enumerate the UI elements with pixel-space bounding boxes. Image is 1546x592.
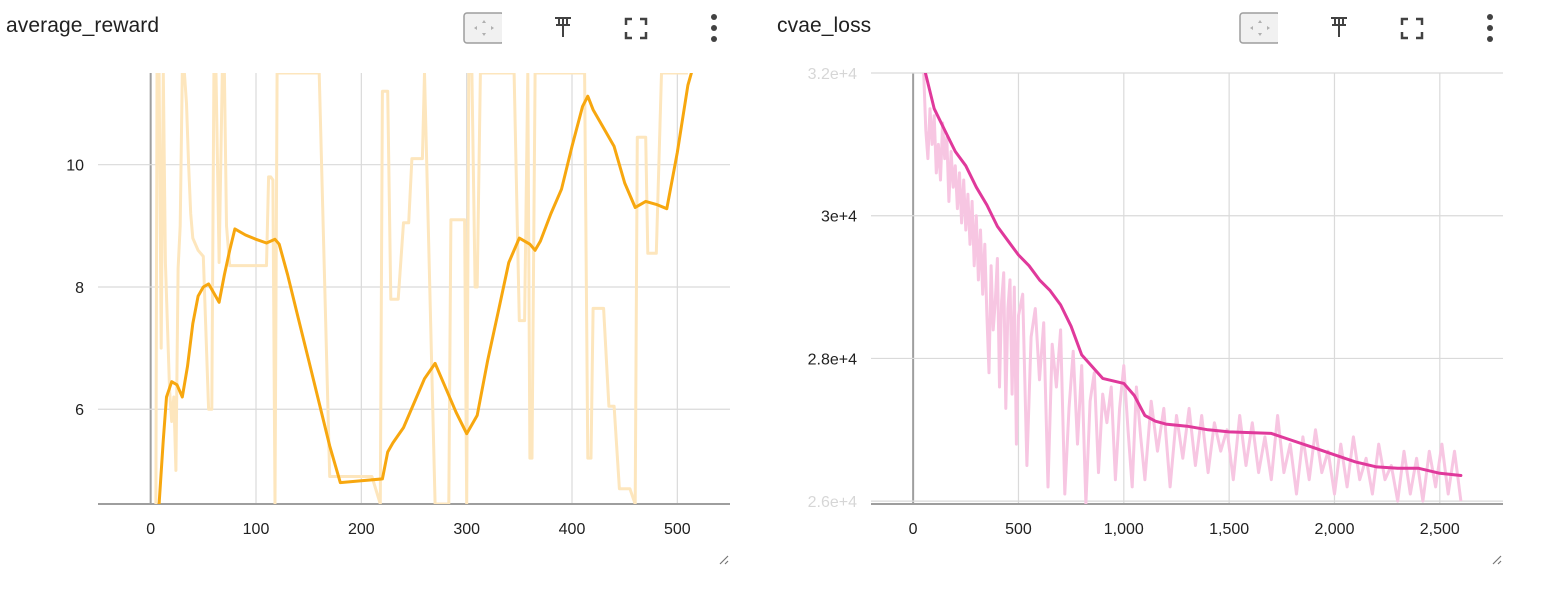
more-options-button[interactable] [694, 8, 734, 48]
grid-lines [871, 72, 1503, 504]
x-tick-label: 500 [1005, 521, 1032, 538]
chart-card-average-reward: average_reward 0 100 200 300 400 500 [0, 0, 773, 592]
fullscreen-icon [1400, 17, 1424, 40]
resize-handle-icon[interactable] [719, 555, 729, 565]
smoothed-series-line [157, 73, 693, 504]
y-tick-label: 2.6e+4 [808, 494, 857, 511]
y-tick-label: 3e+4 [821, 209, 857, 226]
more-options-button[interactable] [1470, 8, 1510, 48]
fit-domain-button[interactable] [462, 8, 502, 48]
x-tick-label: 400 [559, 521, 586, 538]
fit-domain-icon [1239, 12, 1278, 44]
x-tick-label: 0 [909, 521, 918, 538]
fit-domain-icon [463, 12, 502, 44]
y-tick-label: 2.8e+4 [808, 351, 857, 368]
x-tick-label: 1,000 [1104, 521, 1144, 538]
cvae-loss-chart[interactable]: 0 500 1,000 1,500 2,000 2,500 2.6e+4 2.8e+4 3e+4… [773, 0, 1546, 592]
smoothed-series-line [923, 73, 1463, 477]
fullscreen-icon [624, 17, 648, 40]
chart-card-cvae-loss: cvae_loss 0 500 1,000 1,500 2,000 2, [773, 0, 1546, 592]
resize-handle-icon[interactable] [1492, 555, 1502, 565]
chart-title: average_reward [6, 14, 160, 37]
chart-title: cvae_loss [777, 14, 872, 37]
raw-series-line [154, 73, 688, 504]
pin-button[interactable] [544, 8, 584, 48]
y-tick-label: 8 [75, 280, 84, 297]
more-vert-icon [711, 14, 717, 42]
x-tick-label: 300 [453, 521, 480, 538]
pin-icon [1331, 17, 1347, 37]
more-vert-icon [1487, 14, 1493, 42]
y-tick-label: 6 [75, 402, 84, 419]
x-tick-label: 0 [146, 521, 155, 538]
fullscreen-button[interactable] [1390, 8, 1430, 48]
fit-domain-button[interactable] [1238, 8, 1278, 48]
pin-button[interactable] [1320, 8, 1360, 48]
fullscreen-button[interactable] [614, 8, 654, 48]
raw-series-line [922, 73, 1463, 504]
y-tick-label: 10 [66, 158, 84, 175]
x-tick-label: 2,500 [1420, 521, 1460, 538]
x-tick-label: 200 [348, 521, 375, 538]
average-reward-chart[interactable]: 0 100 200 300 400 500 6 8 10 [0, 0, 773, 592]
x-tick-label: 2,000 [1314, 521, 1354, 538]
y-tick-label: 3.2e+4 [808, 66, 857, 83]
x-tick-label: 100 [243, 521, 270, 538]
x-tick-label: 500 [664, 521, 691, 538]
x-tick-label: 1,500 [1209, 521, 1249, 538]
pin-icon [555, 17, 571, 37]
